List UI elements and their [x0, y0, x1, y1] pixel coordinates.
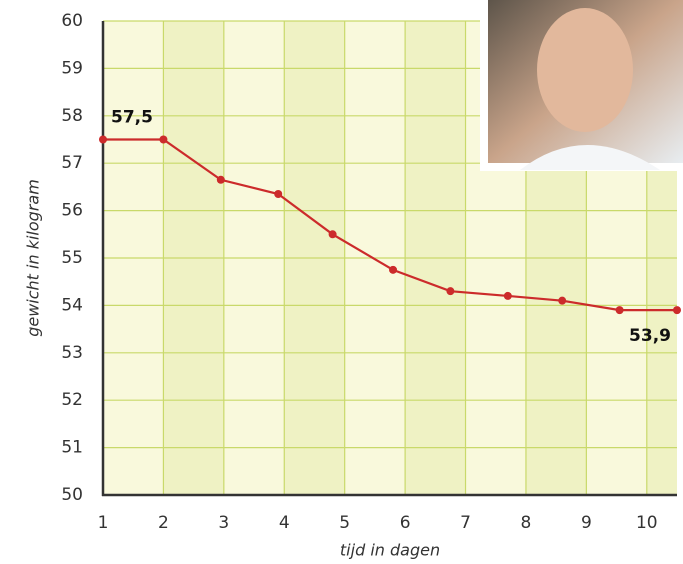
data-point [503, 291, 512, 300]
x-tick-label: 4 [279, 513, 290, 533]
y-tick-label: 50 [61, 485, 83, 505]
data-point [216, 175, 225, 184]
x-tick-label: 10 [636, 513, 658, 533]
y-tick-label: 55 [61, 248, 83, 268]
data-point [673, 306, 681, 315]
data-point [446, 287, 455, 296]
photo [480, 0, 683, 171]
x-tick-label: 5 [339, 513, 350, 533]
x-tick-label: 9 [581, 513, 592, 533]
data-point [558, 296, 567, 305]
data-point [159, 135, 168, 144]
x-tick-label: 6 [400, 513, 411, 533]
y-tick-label: 57 [61, 153, 83, 173]
y-tick-label: 56 [61, 201, 83, 221]
y-tick-label: 52 [61, 390, 83, 410]
data-point [389, 265, 398, 274]
data-point [615, 306, 624, 315]
photo-face [537, 8, 633, 132]
x-tick-label: 8 [521, 513, 532, 533]
data-label: 57,5 [111, 108, 153, 128]
y-tick-label: 59 [61, 58, 83, 78]
data-point [274, 190, 283, 199]
x-tick-label: 7 [460, 513, 471, 533]
y-tick-label: 58 [61, 106, 83, 126]
y-tick-label: 51 [61, 438, 83, 458]
x-tick-label: 1 [98, 513, 109, 533]
y-tick-label: 53 [61, 343, 83, 363]
x-tick-label: 3 [218, 513, 229, 533]
photo-shirt [520, 145, 660, 170]
data-label: 53,9 [629, 326, 671, 346]
data-point [99, 135, 107, 144]
data-point [328, 230, 337, 239]
y-tick-label: 54 [61, 295, 83, 315]
y-axis-title: gewicht in kilogram [24, 179, 43, 337]
x-tick-label: 2 [158, 513, 169, 533]
y-tick-label: 60 [61, 11, 83, 31]
x-axis-title: tijd in dagen [340, 541, 440, 560]
